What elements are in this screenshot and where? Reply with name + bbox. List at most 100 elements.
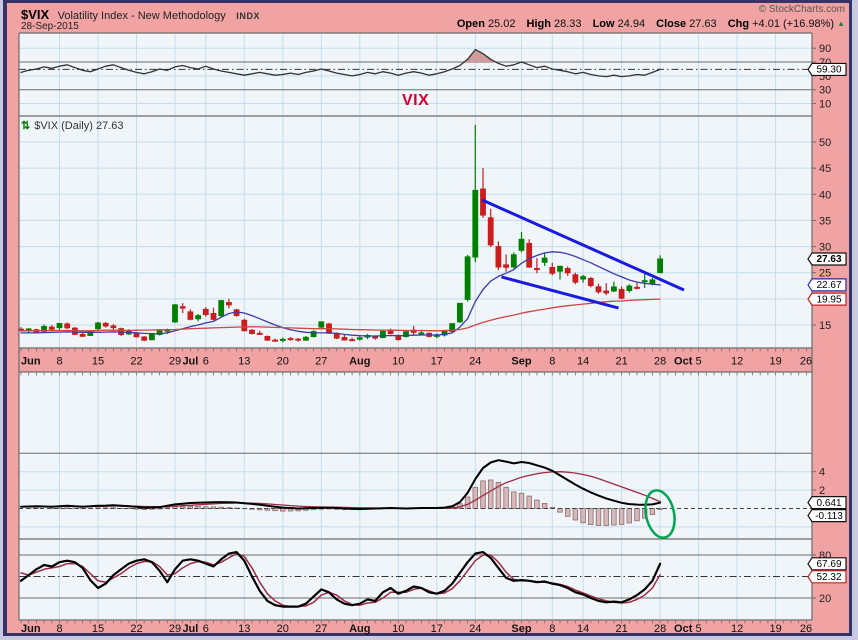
main-panel-label-text: $VIX (Daily) 27.63 xyxy=(34,120,124,132)
close-value: 27.63 xyxy=(689,18,717,30)
high-label: High xyxy=(526,18,551,30)
svg-text:8: 8 xyxy=(56,623,62,635)
svg-text:25: 25 xyxy=(819,268,831,280)
svg-text:20: 20 xyxy=(277,623,289,635)
chart-date: 28-Sep-2015 xyxy=(21,21,79,32)
svg-text:4: 4 xyxy=(819,467,825,479)
svg-text:5: 5 xyxy=(696,623,702,635)
svg-text:8: 8 xyxy=(56,356,62,368)
symbol-label: $VIX xyxy=(21,7,50,22)
svg-text:27: 27 xyxy=(315,623,327,635)
svg-text:30: 30 xyxy=(819,85,831,97)
svg-text:59.30: 59.30 xyxy=(816,65,841,76)
svg-text:Aug: Aug xyxy=(349,623,370,635)
svg-text:29: 29 xyxy=(169,623,181,635)
svg-text:13: 13 xyxy=(238,356,250,368)
svg-text:10: 10 xyxy=(819,99,831,111)
panel-backgrounds xyxy=(19,33,812,620)
low-label: Low xyxy=(592,18,615,30)
svg-text:Aug: Aug xyxy=(349,356,370,368)
svg-text:26: 26 xyxy=(800,356,812,368)
close-label: Close xyxy=(656,18,687,30)
svg-text:5: 5 xyxy=(696,356,702,368)
price-panel xyxy=(18,124,812,343)
date-axis-labels: Jun 8 15 22 29 Jul 6 13 20 27 Aug 10 17 24 Sep 8 14 21 28 O… xyxy=(21,356,812,636)
symbol-name: Volatility Index - New Methodology xyxy=(57,10,226,22)
svg-text:40: 40 xyxy=(819,189,831,201)
svg-text:10: 10 xyxy=(392,356,404,368)
svg-text:17: 17 xyxy=(431,623,443,635)
svg-text:19: 19 xyxy=(769,623,781,635)
svg-text:29: 29 xyxy=(169,356,181,368)
momentum-panel xyxy=(19,452,812,528)
svg-text:Jul: Jul xyxy=(182,356,198,368)
open-label: Open xyxy=(456,18,485,30)
svg-text:Oct: Oct xyxy=(674,623,693,635)
top-oscillator-panel xyxy=(19,47,812,105)
svg-text:15: 15 xyxy=(92,623,104,635)
svg-text:Jun: Jun xyxy=(21,356,41,368)
svg-text:24: 24 xyxy=(469,356,481,368)
svg-text:14: 14 xyxy=(577,356,589,368)
svg-text:13: 13 xyxy=(238,623,250,635)
svg-text:67.69: 67.69 xyxy=(816,559,841,570)
svg-text:8: 8 xyxy=(549,356,555,368)
high-value: 28.33 xyxy=(553,18,582,30)
svg-text:2: 2 xyxy=(819,485,825,497)
copyright: © StockCharts.com xyxy=(758,4,845,15)
svg-text:14: 14 xyxy=(577,623,589,635)
svg-text:15: 15 xyxy=(92,356,104,368)
svg-text:15: 15 xyxy=(819,320,831,332)
svg-text:22: 22 xyxy=(130,623,142,635)
svg-text:22: 22 xyxy=(130,356,142,368)
main-panel-label: ⇅ $VIX (Daily) 27.63 xyxy=(21,119,123,132)
svg-text:90: 90 xyxy=(819,43,831,55)
svg-text:Sep: Sep xyxy=(511,356,531,368)
svg-text:6: 6 xyxy=(203,623,209,635)
svg-text:Jun: Jun xyxy=(21,623,41,635)
svg-text:21: 21 xyxy=(615,623,627,635)
trendlines xyxy=(481,198,685,310)
up-arrow-icon: ▲ xyxy=(837,19,845,28)
svg-text:21: 21 xyxy=(615,356,627,368)
svg-text:8: 8 xyxy=(549,623,555,635)
svg-text:Sep: Sep xyxy=(511,623,531,635)
svg-text:50: 50 xyxy=(819,137,831,149)
chg-value: +4.01 (+16.98%) xyxy=(752,18,835,30)
right-axis: 90705030105045403530251542802059.3027.63… xyxy=(807,43,847,605)
date-strip-ticks xyxy=(20,348,807,624)
svg-text:45: 45 xyxy=(819,163,831,175)
svg-text:-0.113: -0.113 xyxy=(815,511,843,522)
svg-text:26: 26 xyxy=(800,623,812,635)
svg-text:6: 6 xyxy=(203,356,209,368)
svg-text:Jul: Jul xyxy=(182,623,198,635)
svg-text:12: 12 xyxy=(731,623,743,635)
chart-title: $VIX Volatility Index - New Methodology … xyxy=(21,6,260,24)
stochastic-panel xyxy=(19,550,812,608)
svg-text:19: 19 xyxy=(769,356,781,368)
svg-text:20: 20 xyxy=(819,593,831,605)
svg-text:27.63: 27.63 xyxy=(816,254,841,265)
svg-text:24: 24 xyxy=(469,623,481,635)
svg-text:19.95: 19.95 xyxy=(816,294,841,305)
svg-text:Oct: Oct xyxy=(674,356,693,368)
candlestick-icon: ⇅ xyxy=(21,120,31,132)
svg-text:28: 28 xyxy=(654,356,666,368)
signal-ellipse-annotation xyxy=(644,489,676,539)
svg-text:22.67: 22.67 xyxy=(816,280,841,291)
open-value: 25.02 xyxy=(487,18,516,30)
svg-text:27: 27 xyxy=(315,356,327,368)
svg-text:35: 35 xyxy=(819,215,831,227)
quote-row: Open 25.02 High 28.33 Low 24.94 Close 27.63 … xyxy=(457,18,845,30)
vix-annotation-label: VIX xyxy=(402,92,430,109)
svg-text:30: 30 xyxy=(819,242,831,254)
svg-text:28: 28 xyxy=(654,623,666,635)
svg-text:17: 17 xyxy=(431,356,443,368)
svg-text:52.32: 52.32 xyxy=(816,572,841,583)
chg-label: Chg xyxy=(727,18,750,30)
low-value: 24.94 xyxy=(617,18,646,30)
exchange-label: INDX xyxy=(236,11,261,21)
svg-text:0.641: 0.641 xyxy=(816,498,841,509)
